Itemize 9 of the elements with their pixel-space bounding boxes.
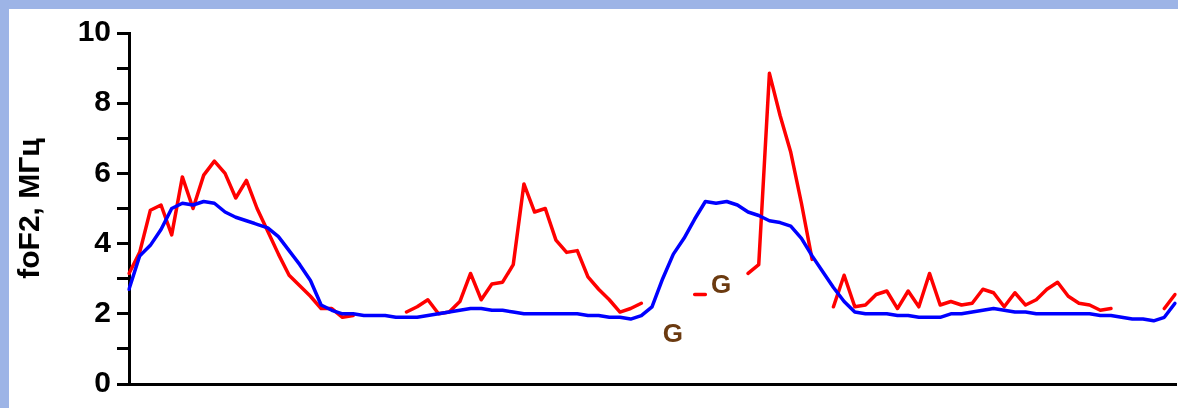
y-tick-label: 2 — [94, 295, 111, 329]
y-tick-label: 6 — [94, 154, 111, 188]
y-tick-label: 0 — [94, 365, 111, 399]
y-tick-label: 8 — [94, 84, 111, 118]
y-axis-title: foF2, МГц — [12, 137, 46, 279]
annotation: G — [710, 268, 732, 299]
y-tick-label: 10 — [77, 14, 111, 48]
y-tick-label: 4 — [94, 224, 112, 258]
annotation: G — [662, 318, 684, 349]
